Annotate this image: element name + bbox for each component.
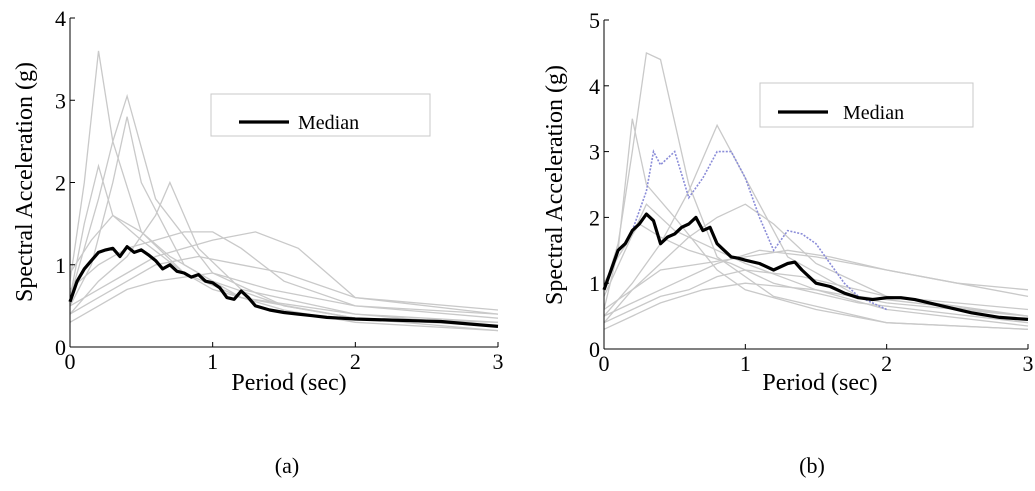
legend-median-label: Median bbox=[298, 112, 359, 134]
x-tick-label: 0 bbox=[599, 351, 610, 376]
background-series-group-b bbox=[603, 51, 1029, 330]
panel-caption-b: (b) bbox=[799, 453, 825, 478]
y-tick-label: 4 bbox=[589, 74, 600, 99]
x-axis-label-b: Period (sec) bbox=[762, 370, 877, 396]
legend-b: Median bbox=[759, 82, 974, 128]
y-axis-label-a: Spectral Acceleration (g) bbox=[12, 62, 38, 302]
y-tick-label: 0 bbox=[589, 337, 600, 362]
y-tick-label: 3 bbox=[55, 88, 66, 113]
legend-median-label: Median bbox=[843, 102, 904, 124]
y-tick-label: 3 bbox=[589, 140, 600, 165]
chart-panel-a: 0 1 2 3 0 1 2 3 4 Median Period (sec) Spectral A… bbox=[12, 6, 504, 478]
median-series-group-a bbox=[68, 245, 499, 328]
y-axis-label-b: Spectral Acceleration (g) bbox=[542, 65, 568, 305]
axes-a: 0 1 2 3 0 1 2 3 4 bbox=[55, 6, 504, 374]
legend-box bbox=[210, 93, 431, 137]
background-series-line-6 bbox=[69, 231, 499, 315]
background-series-line-8 bbox=[603, 223, 1029, 324]
y-tick-label: 2 bbox=[589, 205, 600, 230]
x-tick-label: 3 bbox=[1023, 351, 1034, 376]
legend-a: Median bbox=[210, 93, 431, 137]
highlight-series-group-b bbox=[631, 149, 888, 311]
background-series-line-2 bbox=[603, 118, 1029, 330]
background-series-line-8 bbox=[69, 255, 499, 315]
x-tick-label: 0 bbox=[65, 349, 76, 374]
background-series-line-4 bbox=[603, 203, 1029, 324]
y-tick-label: 5 bbox=[589, 8, 600, 33]
y-tick-label: 4 bbox=[55, 6, 66, 31]
y-tick-label: 1 bbox=[55, 253, 66, 278]
panel-caption-a: (a) bbox=[275, 453, 299, 478]
y-tick-label: 1 bbox=[589, 271, 600, 296]
median-series-group-b bbox=[602, 212, 1029, 321]
axes-b: 0 1 2 3 0 1 2 3 4 5 bbox=[589, 8, 1034, 376]
x-tick-label: 2 bbox=[881, 351, 892, 376]
legend-box bbox=[759, 82, 974, 128]
y-tick-label: 2 bbox=[55, 171, 66, 196]
background-series-line-7 bbox=[603, 269, 1029, 324]
background-series-line-9 bbox=[603, 249, 1029, 317]
x-axis-label-a: Period (sec) bbox=[231, 370, 346, 396]
background-series-line-1 bbox=[603, 51, 1029, 330]
background-series-line-5 bbox=[69, 231, 499, 319]
background-series-line-4 bbox=[69, 180, 499, 328]
x-tick-label: 1 bbox=[207, 349, 218, 374]
background-series-group-a bbox=[69, 50, 499, 332]
x-tick-label: 1 bbox=[740, 351, 751, 376]
median-series-line bbox=[602, 212, 1029, 321]
background-series-line-3 bbox=[603, 123, 1029, 317]
y-tick-label: 0 bbox=[55, 335, 66, 360]
background-series-line-9 bbox=[69, 214, 499, 323]
median-series-line bbox=[68, 245, 499, 328]
background-series-line-10 bbox=[69, 272, 499, 323]
x-tick-label: 3 bbox=[493, 349, 504, 374]
x-tick-label: 2 bbox=[350, 349, 361, 374]
highlight-series-line bbox=[631, 149, 888, 311]
chart-panel-b: 0 1 2 3 0 1 2 3 4 5 Median Period (sec) Spectral … bbox=[542, 8, 1034, 478]
